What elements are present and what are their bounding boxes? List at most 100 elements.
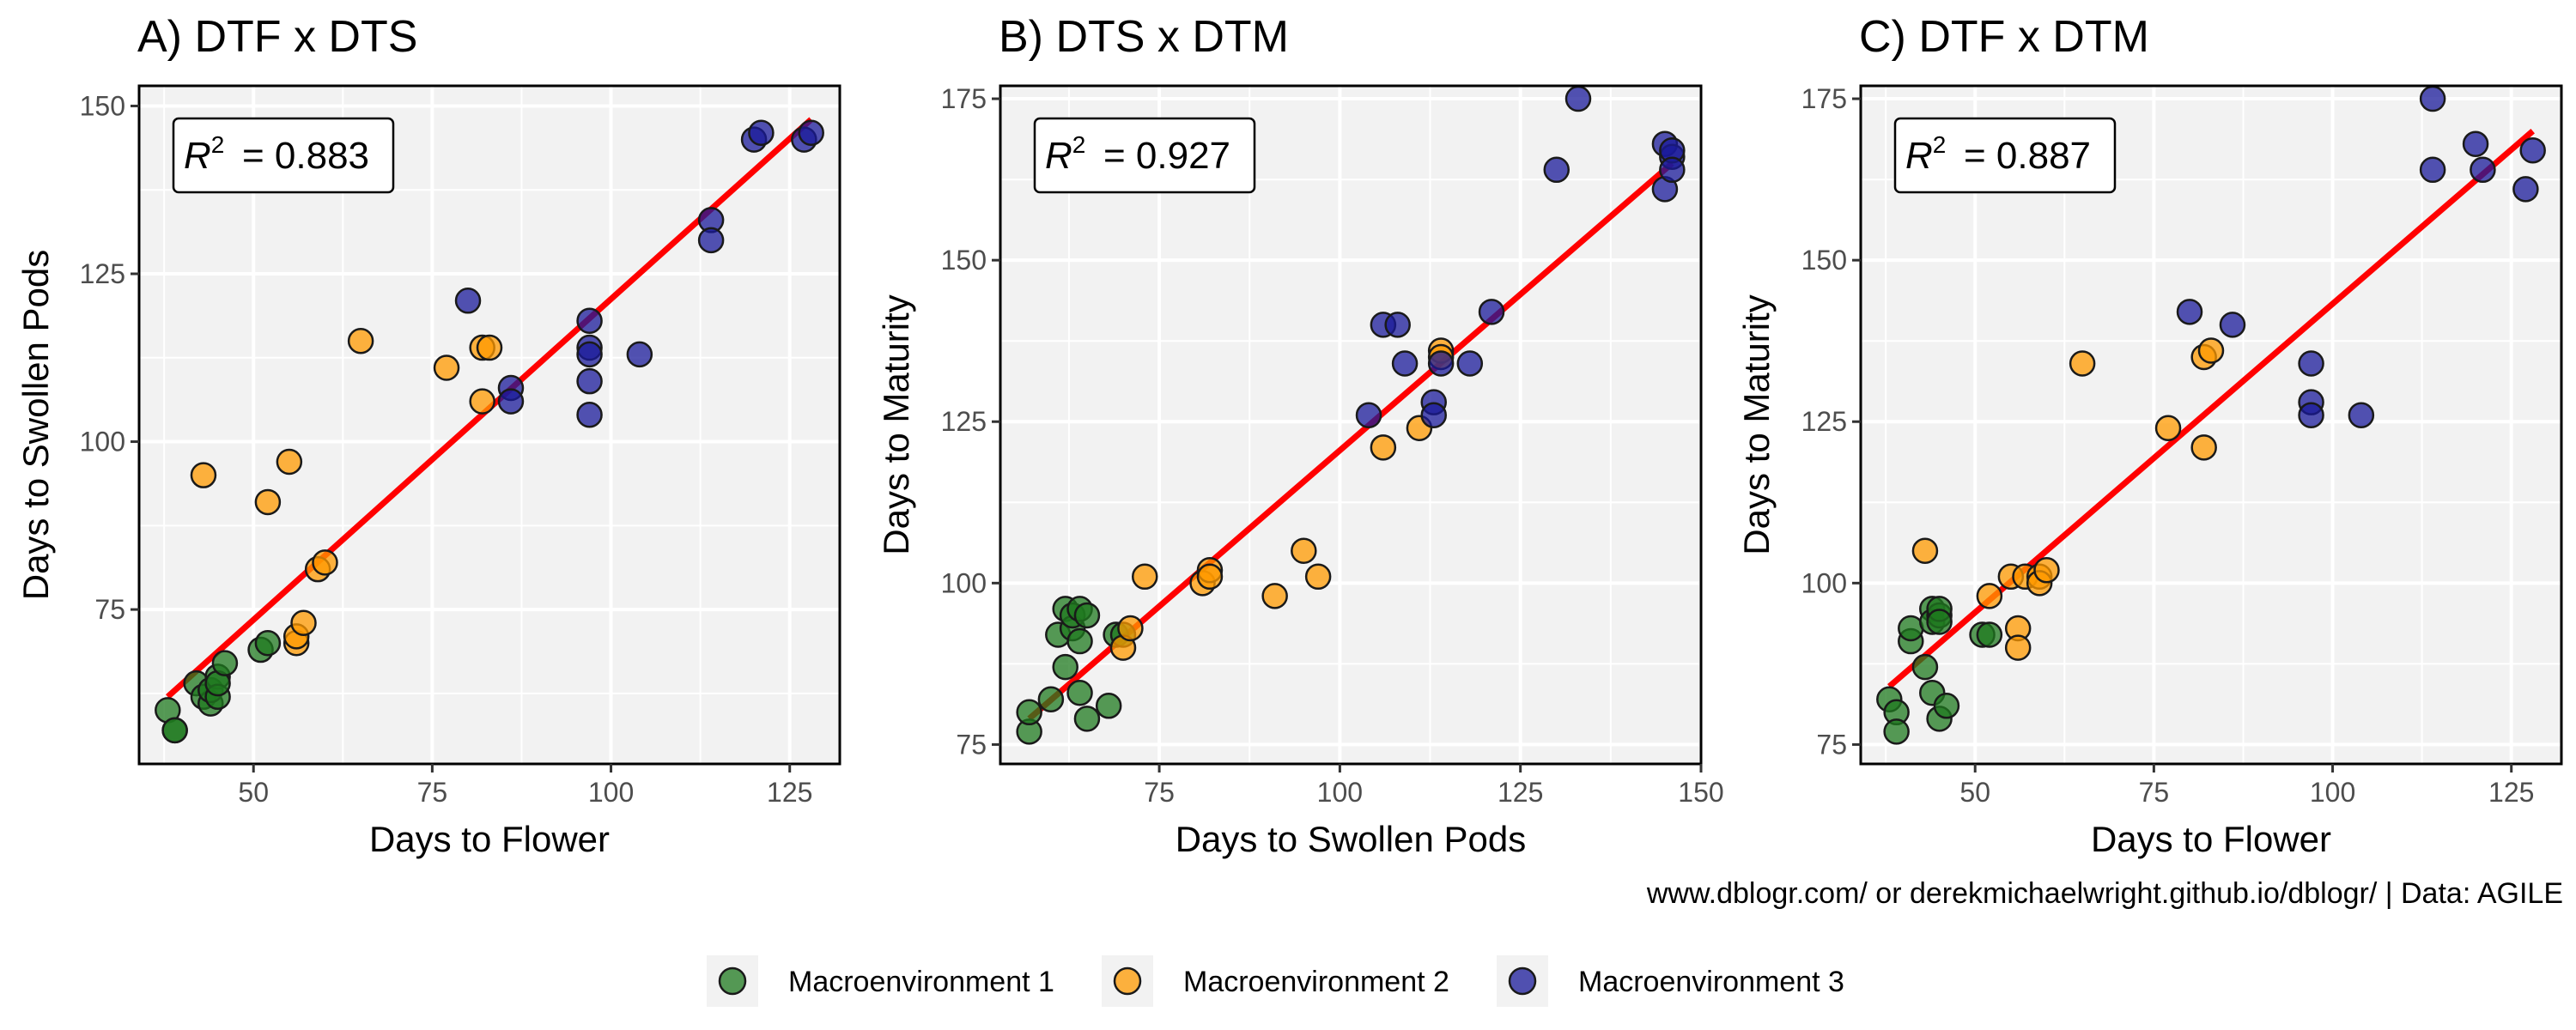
r2-symbol: R2 bbox=[1905, 131, 1946, 177]
data-point bbox=[2512, 176, 2539, 203]
data-point bbox=[1073, 706, 1101, 732]
data-point bbox=[576, 402, 603, 428]
data-point bbox=[161, 717, 188, 744]
panel-c: C) DTF x DTM 50 75 100 125 75 100 125 150 175 R2… bbox=[1736, 12, 2563, 859]
data-point bbox=[2348, 402, 2375, 428]
data-point bbox=[1117, 615, 1144, 642]
plot-border bbox=[1859, 84, 2563, 766]
data-point bbox=[1066, 627, 1093, 655]
data-point bbox=[576, 367, 603, 395]
y-tick-label: 150 bbox=[941, 245, 987, 276]
legend-label: Macroenvironment 2 bbox=[1183, 966, 1449, 998]
y-tick-label: 75 bbox=[956, 729, 987, 760]
y-tick-label: 100 bbox=[941, 567, 987, 598]
data-point bbox=[469, 388, 495, 415]
data-point bbox=[1052, 653, 1078, 681]
x-tick-label: 50 bbox=[238, 777, 269, 808]
data-point bbox=[1304, 563, 1332, 591]
r2-annotation: R2 = 0.927 bbox=[1033, 117, 1256, 194]
legend: Macroenvironment 1 Macroenvironment 2 Ma… bbox=[707, 955, 1844, 1007]
x-tick-label: 100 bbox=[2310, 777, 2355, 808]
x-tick-label: 150 bbox=[1678, 777, 1723, 808]
data-point bbox=[454, 288, 482, 314]
data-point bbox=[254, 488, 282, 516]
data-point bbox=[2462, 130, 2489, 157]
legend-key-marker bbox=[718, 966, 747, 996]
data-point bbox=[1370, 434, 1397, 461]
data-point bbox=[2069, 350, 2096, 377]
data-point bbox=[276, 448, 303, 476]
axis-ticks: 50 75 100 125 75 100 125 150 bbox=[80, 90, 813, 808]
data-point bbox=[497, 388, 525, 415]
data-point bbox=[1976, 621, 2003, 648]
y-tick-label: 125 bbox=[80, 258, 125, 289]
data-point bbox=[798, 119, 824, 147]
panel-title: A) DTF x DTS bbox=[137, 12, 417, 62]
y-tick-label: 100 bbox=[80, 427, 125, 457]
x-tick-label: 75 bbox=[1144, 777, 1175, 808]
data-point bbox=[2419, 156, 2446, 184]
legend-label: Macroenvironment 1 bbox=[788, 966, 1054, 998]
legend-item: Macroenvironment 2 bbox=[1102, 955, 1449, 1007]
data-point bbox=[1016, 699, 1042, 726]
legend-label: Macroenvironment 3 bbox=[1578, 966, 1844, 998]
data-point bbox=[2298, 350, 2324, 377]
data-points bbox=[1876, 85, 2546, 745]
r2-value: = 0.883 bbox=[242, 135, 369, 177]
data-point bbox=[1066, 679, 1093, 706]
data-point bbox=[748, 119, 775, 147]
data-point bbox=[626, 341, 653, 368]
y-axis-title: Days to Maturity bbox=[1736, 294, 1777, 554]
x-axis-title: Days to Flower bbox=[369, 819, 610, 859]
data-point bbox=[1391, 350, 1419, 377]
x-tick-label: 125 bbox=[2488, 777, 2534, 808]
x-axis-title: Days to Flower bbox=[2091, 819, 2331, 859]
data-point bbox=[1898, 615, 1924, 642]
data-point bbox=[1384, 312, 1411, 338]
data-point bbox=[2197, 337, 2225, 364]
data-points bbox=[1016, 85, 1686, 745]
data-point bbox=[1196, 563, 1224, 591]
data-point bbox=[1911, 537, 1939, 564]
r2-box bbox=[172, 117, 395, 194]
source-caption: www.dblogr.com/ or derekmichaelwright.gi… bbox=[1646, 877, 2563, 910]
r2-value: = 0.927 bbox=[1103, 135, 1230, 177]
data-point bbox=[211, 650, 239, 676]
y-tick-label: 150 bbox=[1801, 245, 1847, 276]
y-tick-label: 150 bbox=[80, 90, 125, 121]
data-point bbox=[290, 609, 317, 636]
data-point bbox=[1659, 156, 1686, 184]
legend-item: Macroenvironment 1 bbox=[707, 955, 1054, 1007]
x-tick-label: 100 bbox=[1317, 777, 1363, 808]
data-point bbox=[576, 341, 603, 368]
data-point bbox=[2004, 634, 2032, 661]
y-axis-title: Days to Swollen Pods bbox=[15, 250, 56, 601]
panel-title: B) DTS x DTM bbox=[999, 12, 1289, 62]
x-tick-label: 75 bbox=[2139, 777, 2170, 808]
panel-b: B) DTS x DTM 75 100 125 150 75 100 125 150 175 R… bbox=[876, 12, 1724, 859]
data-point bbox=[2419, 85, 2446, 112]
r2-value: = 0.887 bbox=[1964, 135, 2091, 177]
data-point bbox=[1883, 718, 1910, 745]
axis-ticks: 75 100 125 150 75 100 125 150 175 bbox=[941, 83, 1724, 808]
plot-area bbox=[1861, 86, 2561, 764]
y-tick-label: 100 bbox=[1801, 567, 1847, 598]
r2-symbol: R2 bbox=[184, 131, 224, 177]
panel-title: C) DTF x DTM bbox=[1859, 12, 2149, 62]
data-point bbox=[1456, 350, 1484, 377]
y-tick-label: 175 bbox=[941, 83, 987, 114]
x-tick-label: 125 bbox=[767, 777, 812, 808]
y-tick-label: 75 bbox=[1816, 729, 1847, 760]
data-point bbox=[312, 549, 338, 576]
y-tick-label: 125 bbox=[1801, 406, 1847, 437]
r2-symbol: R2 bbox=[1045, 131, 1085, 177]
legend-item: Macroenvironment 3 bbox=[1497, 955, 1844, 1007]
data-point bbox=[1564, 85, 1592, 112]
data-point bbox=[1095, 693, 1122, 719]
data-point bbox=[1976, 583, 2003, 609]
data-point bbox=[1933, 693, 1960, 719]
plot-border bbox=[137, 84, 841, 766]
axis-ticks: 50 75 100 125 75 100 125 150 175 bbox=[1801, 83, 2535, 808]
r2-annotation: R2 = 0.887 bbox=[1893, 117, 2117, 194]
